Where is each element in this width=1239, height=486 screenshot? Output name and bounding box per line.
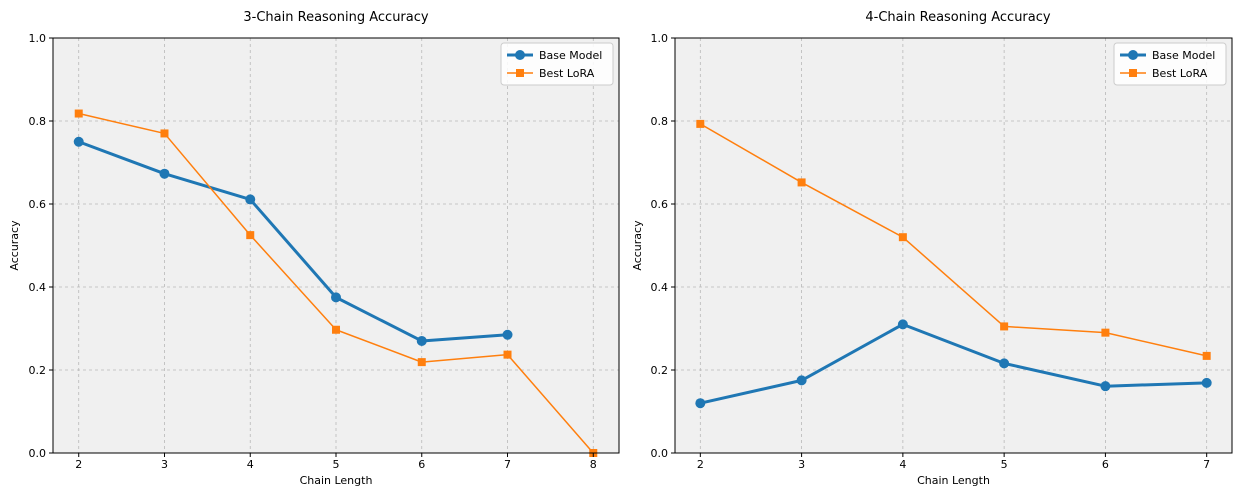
y-axis-label: Accuracy [8,220,21,271]
x-tick-label: 8 [590,458,597,471]
series-line-base-model [699,322,1207,405]
data-point-best-lora [1202,351,1211,360]
series-line-best-lora [699,123,1207,357]
series-line-base-model [78,140,508,343]
data-point-best-lora [74,109,83,118]
chart-title: 3-Chain Reasoning Accuracy [243,10,428,25]
x-tick-label: 6 [1102,458,1109,471]
data-point-best-lora [1000,322,1009,331]
x-tick-label: 3 [161,458,168,471]
data-point-base-model [245,194,256,205]
legend-marker-best-lora [1129,69,1137,77]
data-point-base-model [1201,377,1212,388]
y-axis-label: Accuracy [631,220,644,271]
x-axis-label: Chain Length [300,474,373,486]
data-point-best-lora [417,358,426,367]
legend-marker-best-lora [516,69,524,77]
y-tick-label: 0.6 [651,198,669,211]
y-tick-label: 0.2 [29,364,47,377]
data-point-best-lora [1101,328,1110,337]
x-tick-label: 2 [697,458,704,471]
y-tick-label: 0.4 [651,281,669,294]
x-tick-label: 7 [1203,458,1210,471]
data-point-base-model [502,329,513,340]
y-tick-label: 0.8 [29,115,47,128]
data-point-base-model [331,292,341,303]
legend: Base Model Best LoRA [500,42,614,86]
legend-marker-base-model [515,50,525,60]
x-tick-label: 4 [899,458,906,471]
data-point-best-lora [246,231,255,240]
x-tick-label: 4 [247,458,254,471]
chart-panel-1: 2 3 4 5 6 7 8 0.0 0.2 0.4 0.6 0.8 1.0 3-Chain Reasoni… [8,10,620,486]
y-tick-label: 0.8 [651,115,669,128]
data-point-base-model [897,319,908,330]
y-tick-label: 0.2 [651,364,669,377]
x-tick-label: 3 [798,458,805,471]
axes-frame [674,37,1233,454]
data-point-best-lora [898,233,907,242]
data-point-best-lora [160,129,169,138]
y-tick-label: 0.6 [29,198,47,211]
data-point-best-lora [797,178,806,187]
data-point-base-model [1100,381,1111,392]
data-point-base-model [159,168,170,179]
legend-label: Best LoRA [1152,67,1208,80]
x-axis-label: Chain Length [917,474,990,486]
x-tick-label: 6 [418,458,425,471]
data-point-best-lora [503,350,512,359]
data-point-base-model [999,358,1010,369]
data-point-best-lora [332,325,340,334]
y-tick-label: 0.0 [651,447,669,460]
y-tick-label: 1.0 [29,32,47,45]
chart-title: 4-Chain Reasoning Accuracy [865,10,1050,25]
data-point-best-lora [696,119,705,128]
legend-label: Base Model [539,49,602,62]
legend-label: Base Model [1152,49,1215,62]
x-tick-label: 7 [504,458,511,471]
legend: Base Model Best LoRA [1113,42,1227,86]
data-point-base-model [416,335,427,346]
data-point-base-model [695,398,706,409]
y-tick-label: 0.0 [29,447,47,460]
x-tick-label: 5 [333,458,340,471]
y-tick-label: 0.4 [29,281,47,294]
data-point-base-model [796,375,807,386]
chart-panel-2: 2 3 4 5 6 7 0.0 0.2 0.4 0.6 0.8 1.0 4-Chain Reasonin… [631,10,1233,486]
plot-area [53,38,619,453]
x-tick-label: 2 [75,458,82,471]
y-tick-label: 1.0 [651,32,669,45]
x-tick-label: 5 [1001,458,1008,471]
data-point-base-model [73,136,84,147]
legend-label: Best LoRA [539,67,595,80]
legend-marker-base-model [1128,50,1138,60]
